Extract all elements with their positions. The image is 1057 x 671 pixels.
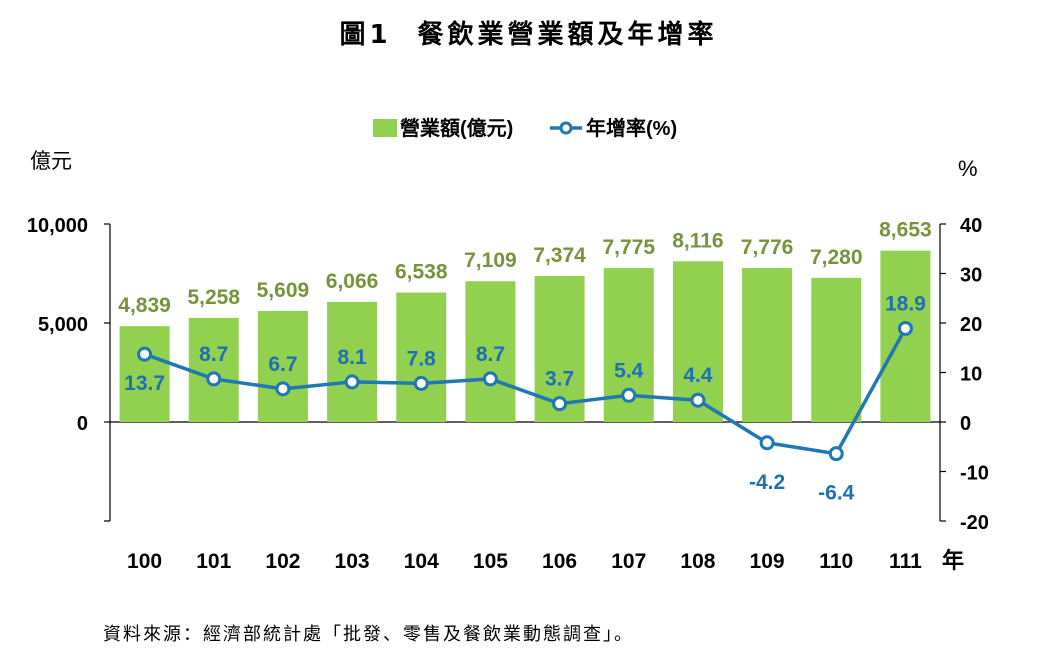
source-note: 資料來源：經濟部統計處「批發、零售及餐飲業動態調查」。 xyxy=(103,624,634,645)
bar-data-label: 5,258 xyxy=(187,286,240,309)
growth-point xyxy=(137,346,153,362)
x-axis-unit: 年 xyxy=(942,548,964,573)
growth-data-label: 3.7 xyxy=(545,368,574,391)
growth-data-label: 8.7 xyxy=(199,343,228,366)
growth-point xyxy=(759,435,775,451)
bar-data-label: 7,374 xyxy=(533,244,586,267)
left-tick-label: 5,000 xyxy=(38,314,88,336)
right-tick-label: 40 xyxy=(960,215,982,237)
bar xyxy=(396,292,447,422)
growth-data-label: 18.9 xyxy=(885,292,926,315)
right-tick-label: -20 xyxy=(960,512,989,534)
x-tick-label: 109 xyxy=(750,550,785,573)
x-tick-label: 110 xyxy=(819,550,853,573)
bar xyxy=(188,317,239,422)
figure-title-text: 餐飲業營業額及年增率 xyxy=(417,20,718,50)
bar-data-label: 5,609 xyxy=(257,279,310,302)
right-tick-label: 30 xyxy=(960,265,982,287)
bar xyxy=(742,268,793,422)
bar-labels: 4,839 5,258 5,609 6,066 6,538 7,109 7,374 7,775… xyxy=(118,219,931,318)
growth-data-label: 8.1 xyxy=(337,346,367,369)
x-tick-label: 108 xyxy=(680,550,715,573)
x-tick-label: 103 xyxy=(335,550,370,573)
x-tick-label: 100 xyxy=(127,550,162,573)
growth-data-label: -4.2 xyxy=(749,471,785,494)
x-tick-label: 104 xyxy=(404,550,439,573)
legend-bar-swatch xyxy=(373,119,397,137)
bar xyxy=(119,326,170,422)
legend-line-marker xyxy=(559,121,573,135)
x-tick-label: 105 xyxy=(473,550,508,573)
growth-data-label: 7.8 xyxy=(407,347,437,370)
growth-point xyxy=(552,396,568,412)
x-tick-label: 102 xyxy=(265,550,300,573)
right-axis-label: % xyxy=(958,156,978,181)
growth-point xyxy=(413,375,429,391)
growth-point xyxy=(206,371,222,387)
growth-data-label: 8.7 xyxy=(476,343,505,366)
growth-point xyxy=(690,392,706,408)
growth-data-label: 4.4 xyxy=(683,364,713,387)
growth-point xyxy=(621,387,637,403)
bar xyxy=(880,250,931,422)
x-tick-label: 106 xyxy=(542,550,577,573)
left-axis-label: 億元 xyxy=(30,150,72,173)
bar-data-label: 7,776 xyxy=(741,236,794,259)
bar xyxy=(811,277,862,422)
bar-data-label: 6,538 xyxy=(395,261,448,284)
line-series: 13.7 8.7 6.7 8.1 7.8 8.7 3.7 5.4 4.4 -4.2 -6.4 18.9 xyxy=(124,292,926,504)
chart-axes: 0 5,000 10,000 億元 -20 -10 0 10 20 30 40% 100 101 102 1… xyxy=(27,150,989,573)
growth-point xyxy=(897,320,913,336)
right-tick-label: -10 xyxy=(960,463,989,485)
growth-point xyxy=(482,371,498,387)
chart-title: 圖1 餐飲業營業額及年增率 xyxy=(0,14,1057,51)
bar xyxy=(257,310,308,422)
bar xyxy=(465,281,516,422)
legend-bar-label: 營業額(億元) xyxy=(400,116,513,140)
combo-chart: 0 5,000 10,000 億元 -20 -10 0 10 20 30 40% 100 101 102 1… xyxy=(27,116,989,573)
right-tick-label: 10 xyxy=(960,364,982,386)
growth-point xyxy=(275,381,291,397)
growth-point xyxy=(344,374,360,390)
x-tick-label: 107 xyxy=(611,550,646,573)
right-tick-label: 20 xyxy=(960,314,982,336)
growth-data-label: 6.7 xyxy=(268,353,297,376)
chart-legend: 營業額(億元) 年增率(%) xyxy=(373,116,677,140)
bar-data-label: 6,066 xyxy=(326,270,379,293)
bar-data-label: 8,116 xyxy=(672,229,723,252)
legend-line-label: 年增率(%) xyxy=(586,116,677,140)
left-tick-label: 10,000 xyxy=(27,215,88,237)
bar-series xyxy=(119,250,931,422)
x-tick-label: 111 xyxy=(889,550,922,573)
x-tick-label: 101 xyxy=(196,550,231,573)
bar-data-label: 4,839 xyxy=(118,294,171,317)
growth-data-label: 13.7 xyxy=(124,372,165,395)
left-tick-label: 0 xyxy=(77,413,88,435)
growth-line xyxy=(143,327,907,456)
bar-data-label: 7,109 xyxy=(464,249,517,272)
bar xyxy=(327,301,378,422)
bar-data-label: 8,653 xyxy=(879,219,932,242)
bar-data-label: 7,775 xyxy=(602,236,655,259)
growth-data-label: 5.4 xyxy=(614,359,644,382)
growth-data-label: -6.4 xyxy=(818,482,855,505)
growth-point xyxy=(828,446,844,462)
right-tick-label: 0 xyxy=(960,413,971,435)
bar-data-label: 7,280 xyxy=(810,246,863,269)
figure-number: 圖1 xyxy=(339,20,392,50)
